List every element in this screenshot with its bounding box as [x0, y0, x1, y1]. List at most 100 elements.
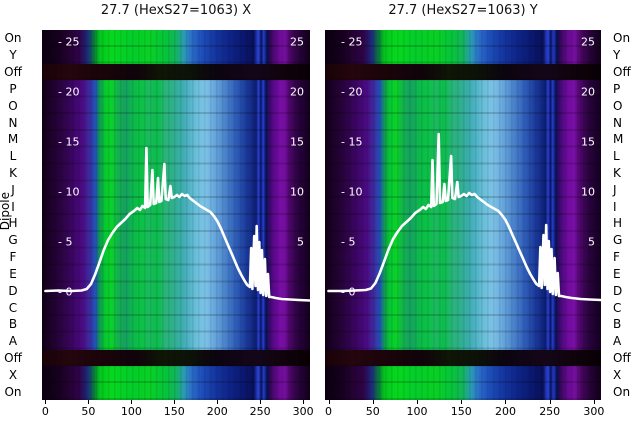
y-tick-label-inner-right: 15 [581, 135, 595, 149]
row-label-j: J [11, 182, 15, 197]
row-label-a: A [8, 334, 18, 349]
row-label-l: L [9, 149, 17, 164]
profile-line [44, 146, 310, 302]
row-label-off: Off [4, 350, 22, 365]
row-label-b: B [613, 317, 622, 332]
row-label-h: H [613, 216, 623, 231]
row-label-e: E [613, 266, 621, 281]
row-label-o: O [613, 98, 623, 113]
x-tick-label: 200 [494, 405, 516, 418]
row-label-l: L [613, 149, 620, 164]
y-tick-label-inner-right: 10 [581, 185, 595, 199]
x-tick-label: 300 [583, 405, 605, 418]
row-label-d: D [8, 283, 18, 298]
x-tick-mark [461, 400, 463, 404]
row-label-x: X [8, 367, 18, 382]
row-label-m: M [613, 132, 624, 147]
row-label-on: On [613, 384, 631, 399]
x-tick-mark [593, 400, 595, 404]
row-label-on: On [4, 31, 22, 46]
left-heatmap-plot: - 25- 20- 15- 10- 5- 0 25 20 15 10 5 [42, 30, 310, 400]
row-label-x: X [613, 367, 622, 382]
row-label-h: H [8, 216, 18, 231]
heatmap-band-off [42, 63, 310, 81]
row-label-off: Off [613, 350, 631, 365]
row-label-g: G [613, 233, 623, 248]
x-tick-mark [174, 400, 176, 404]
y-tick-label-inner-right: 25 [581, 35, 595, 49]
row-label-f: F [9, 250, 17, 265]
row-label-m: M [7, 132, 19, 147]
x-tick-mark [88, 400, 90, 404]
x-tick-mark [328, 400, 330, 404]
row-label-n: N [613, 115, 622, 130]
x-tick-label: 200 [206, 405, 228, 418]
x-tick-mark [549, 400, 551, 404]
y-tick-label-inner-left: - 10 [341, 185, 363, 199]
row-label-d: D [613, 283, 623, 298]
right-heatmap-plot: - 25- 20- 15- 10- 5- 0 25 20 15 10 5 [325, 30, 601, 400]
row-label-p: P [9, 81, 17, 96]
row-label-j: J [613, 182, 617, 197]
x-tick-label: 300 [292, 405, 314, 418]
row-label-f: F [613, 250, 620, 265]
x-tick-mark [131, 400, 133, 404]
heatmap-band-outer [42, 366, 310, 400]
x-tick-label: 250 [249, 405, 271, 418]
row-label-off: Off [4, 65, 22, 80]
y-tick-label-inner-left: - 20 [58, 85, 80, 99]
y-tick-label-inner-right: 5 [297, 235, 304, 249]
y-tick-label-inner-right: 20 [290, 85, 304, 99]
heatmap-band-off [42, 349, 310, 367]
x-tick-label: 100 [406, 405, 428, 418]
y-tick-label-inner-right: 25 [290, 35, 304, 49]
x-tick-label: 0 [41, 405, 49, 418]
row-label-y: Y [613, 48, 621, 63]
heatmap-band-main [325, 80, 601, 350]
y-tick-label-inner-left: - 15 [341, 135, 363, 149]
y-tick-label-inner-left: - 20 [341, 85, 363, 99]
row-label-y: Y [9, 48, 17, 63]
y-tick-label-inner-right: 5 [588, 235, 595, 249]
y-tick-label-inner-left: - 10 [58, 185, 80, 199]
heatmap-band-outer [325, 366, 601, 400]
heatmap-band-off [325, 63, 601, 81]
y-tick-label-inner-right: 10 [290, 185, 304, 199]
row-label-k: K [9, 165, 17, 180]
x-tick-mark [505, 400, 507, 404]
x-tick-label: 150 [450, 405, 472, 418]
row-label-p: P [613, 81, 621, 96]
x-tick-mark [260, 400, 262, 404]
left-panel-title: 27.7 (HexS27=1063) X [100, 3, 252, 18]
x-tick-mark [303, 400, 305, 404]
heatmap-band-outer [325, 30, 601, 64]
y-tick-label-inner-left: - 25 [341, 35, 363, 49]
row-label-g: G [8, 233, 18, 248]
row-label-i: I [613, 199, 617, 214]
heatmap-band-off [325, 349, 601, 367]
row-label-a: A [613, 334, 622, 349]
y-tick-label-inner-left: - 5 [58, 235, 73, 249]
row-labels-right: On Y Off P O N M L K J I H G F E D C B A Off X On [612, 30, 640, 400]
left-x-axis: 0 50 100 150 200 250 300 [41, 400, 314, 422]
x-tick-label: 250 [539, 405, 561, 418]
row-label-i: I [11, 199, 15, 214]
x-tick-mark [372, 400, 374, 404]
x-tick-mark [217, 400, 219, 404]
row-label-off: Off [613, 65, 631, 80]
y-tick-label-inner-right: 20 [581, 85, 595, 99]
row-label-n: N [8, 115, 18, 130]
row-label-e: E [9, 266, 17, 281]
right-panel-title: 27.7 (HexS27=1063) Y [388, 3, 538, 18]
row-label-on: On [613, 31, 631, 46]
heatmap-band-main [42, 80, 310, 350]
x-tick-label: 50 [81, 405, 96, 418]
heatmap-band-outer [42, 30, 310, 64]
row-label-on: On [4, 384, 22, 399]
x-tick-label: 100 [120, 405, 142, 418]
x-tick-label: 50 [365, 405, 380, 418]
right-x-axis: 0 50 100 150 200 250 300 [325, 400, 605, 422]
row-label-o: O [8, 98, 18, 113]
y-tick-label-inner-right: 15 [290, 135, 304, 149]
